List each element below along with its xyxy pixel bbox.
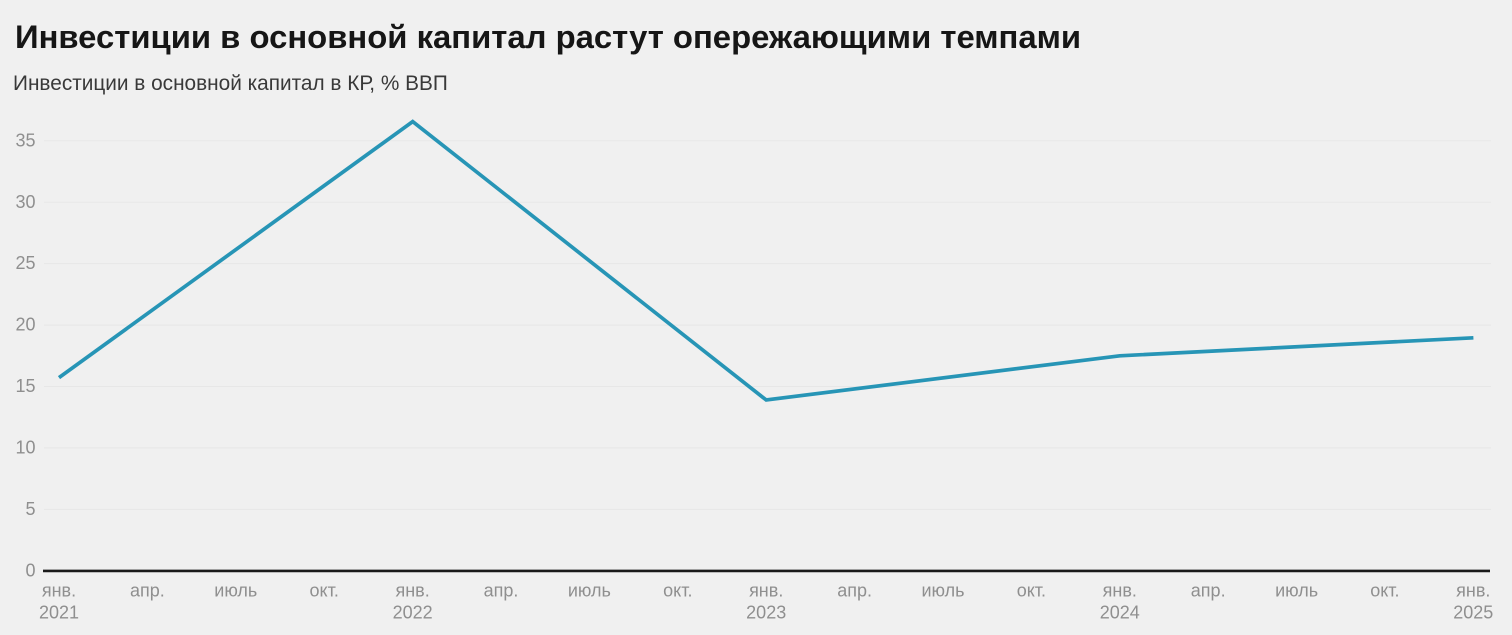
- svg-text:апр.: апр.: [484, 581, 519, 601]
- svg-text:апр.: апр.: [1191, 581, 1226, 601]
- svg-text:20: 20: [15, 315, 35, 335]
- svg-text:окт.: окт.: [1370, 581, 1399, 601]
- svg-text:5: 5: [25, 499, 35, 519]
- svg-text:июль: июль: [214, 581, 257, 601]
- svg-text:2021: 2021: [39, 603, 79, 623]
- svg-text:25: 25: [15, 253, 35, 273]
- svg-text:июль: июль: [921, 581, 964, 601]
- svg-text:2022: 2022: [393, 603, 433, 623]
- svg-text:янв.: янв.: [1103, 581, 1137, 601]
- svg-text:июль: июль: [1275, 581, 1318, 601]
- svg-text:янв.: янв.: [1456, 581, 1490, 601]
- svg-text:янв.: янв.: [42, 581, 76, 601]
- svg-text:окт.: окт.: [310, 581, 339, 601]
- svg-text:янв.: янв.: [395, 581, 429, 601]
- svg-text:35: 35: [15, 130, 35, 150]
- svg-text:янв.: янв.: [749, 581, 783, 601]
- svg-text:окт.: окт.: [1017, 581, 1046, 601]
- svg-text:15: 15: [15, 376, 35, 396]
- svg-text:0: 0: [25, 561, 35, 581]
- svg-text:2025: 2025: [1453, 603, 1493, 623]
- svg-text:окт.: окт.: [663, 581, 692, 601]
- svg-text:30: 30: [15, 192, 35, 212]
- svg-text:2023: 2023: [746, 603, 786, 623]
- svg-text:апр.: апр.: [837, 581, 872, 601]
- svg-text:10: 10: [15, 438, 35, 458]
- svg-text:июль: июль: [568, 581, 611, 601]
- svg-text:апр.: апр.: [130, 581, 165, 601]
- svg-text:2024: 2024: [1100, 603, 1140, 623]
